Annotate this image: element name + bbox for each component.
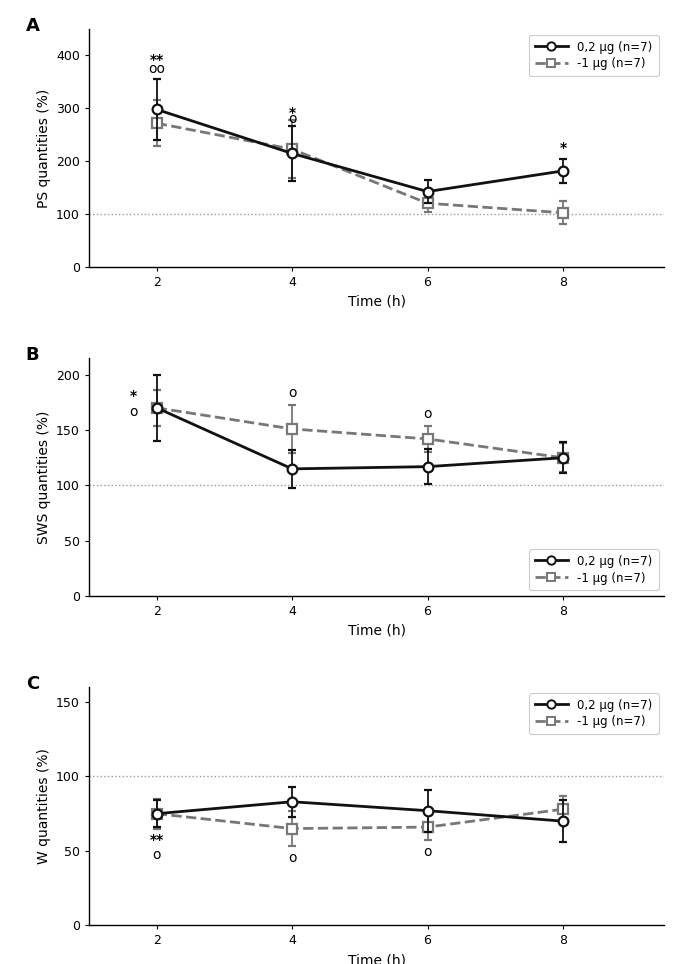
Text: B: B bbox=[26, 346, 39, 364]
Text: *: * bbox=[129, 389, 136, 403]
Legend: 0,2 μg (n=7), -1 μg (n=7): 0,2 μg (n=7), -1 μg (n=7) bbox=[529, 35, 658, 76]
Text: o: o bbox=[288, 387, 297, 400]
Legend: 0,2 μg (n=7), -1 μg (n=7): 0,2 μg (n=7), -1 μg (n=7) bbox=[529, 549, 658, 591]
Text: oo: oo bbox=[148, 62, 165, 75]
Text: o: o bbox=[288, 851, 297, 865]
X-axis label: Time (h): Time (h) bbox=[348, 624, 406, 638]
Text: **: ** bbox=[149, 833, 164, 847]
Text: o: o bbox=[288, 113, 297, 126]
Text: C: C bbox=[26, 675, 39, 693]
Text: o: o bbox=[153, 848, 161, 862]
Y-axis label: PS quantities (%): PS quantities (%) bbox=[36, 89, 51, 208]
Y-axis label: SWS quantities (%): SWS quantities (%) bbox=[36, 411, 51, 544]
X-axis label: Time (h): Time (h) bbox=[348, 295, 406, 308]
Text: o: o bbox=[129, 405, 137, 419]
Legend: 0,2 μg (n=7), -1 μg (n=7): 0,2 μg (n=7), -1 μg (n=7) bbox=[529, 693, 658, 735]
Text: A: A bbox=[26, 17, 40, 35]
Text: *: * bbox=[560, 141, 566, 155]
X-axis label: Time (h): Time (h) bbox=[348, 953, 406, 964]
Y-axis label: W quantities (%): W quantities (%) bbox=[36, 748, 51, 864]
Text: o: o bbox=[423, 407, 432, 421]
Text: **: ** bbox=[149, 53, 164, 67]
Text: o: o bbox=[423, 845, 432, 859]
Text: *: * bbox=[288, 105, 296, 120]
